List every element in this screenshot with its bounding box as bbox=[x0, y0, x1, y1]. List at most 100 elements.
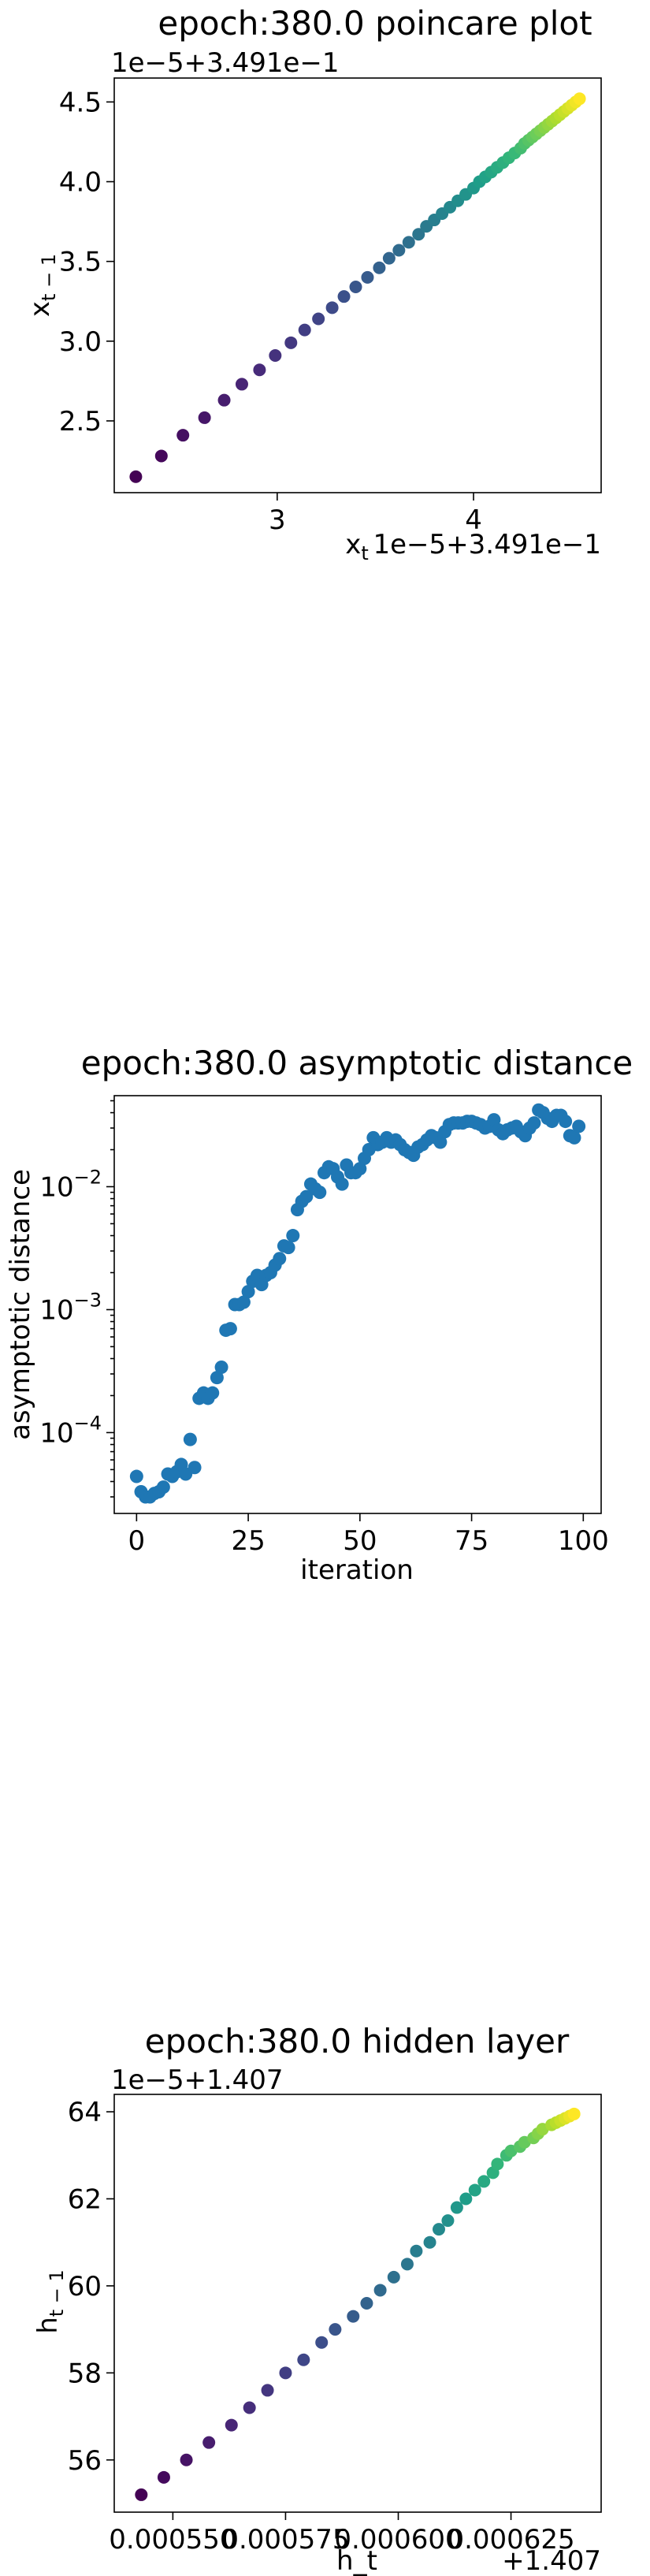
hidden-layer-panel: epoch:380.0 hidden layer 1e−5+1.407 0.00… bbox=[32, 2022, 602, 2576]
data-point bbox=[279, 2366, 292, 2380]
y-tick-label: 56 bbox=[68, 2445, 102, 2477]
data-point bbox=[329, 2323, 342, 2336]
x-tick-label: 0.000600 bbox=[334, 2524, 462, 2556]
data-point bbox=[572, 1119, 586, 1134]
x-offset-text: +1.407 bbox=[502, 2545, 601, 2576]
data-point bbox=[433, 1135, 448, 1149]
data-point bbox=[360, 2297, 373, 2310]
data-point bbox=[180, 2453, 193, 2466]
x-tick-label: 3 bbox=[269, 504, 286, 536]
data-point bbox=[217, 393, 231, 407]
y-tick-label: 2.5 bbox=[59, 406, 102, 437]
y-tick-label: 10−2 bbox=[39, 1166, 102, 1203]
data-point bbox=[129, 1469, 143, 1483]
data-point bbox=[450, 2201, 463, 2214]
y-axis-label: asymptotic distance bbox=[5, 1169, 36, 1440]
data-point bbox=[176, 429, 190, 442]
data-point bbox=[129, 470, 143, 483]
data-point bbox=[400, 2258, 414, 2271]
data-point bbox=[299, 1189, 314, 1204]
data-point bbox=[269, 349, 282, 363]
data-point bbox=[335, 1177, 349, 1191]
data-point bbox=[477, 2175, 491, 2188]
y-tick-label: 64 bbox=[68, 2097, 102, 2128]
data-point bbox=[281, 1241, 295, 1255]
y-tick-label: 3.5 bbox=[59, 247, 102, 278]
data-point bbox=[214, 1361, 228, 1375]
x-axis-label: iteration bbox=[300, 1554, 414, 1586]
data-point bbox=[202, 2436, 216, 2449]
data-point bbox=[402, 236, 415, 249]
data-point bbox=[135, 2488, 148, 2501]
data-point bbox=[313, 1186, 327, 1200]
x-axis-label: xt bbox=[345, 529, 369, 564]
data-points bbox=[129, 1103, 586, 1504]
y-tick-label: 58 bbox=[68, 2358, 102, 2389]
data-point bbox=[156, 1480, 170, 1495]
x-tick-label: 75 bbox=[455, 1525, 488, 1557]
data-point bbox=[382, 251, 396, 265]
x-axis-label: h_t bbox=[336, 2545, 377, 2576]
data-point bbox=[337, 290, 351, 303]
y-tick-label: 4.0 bbox=[59, 167, 102, 199]
x-tick-label: 50 bbox=[343, 1525, 377, 1557]
data-point bbox=[225, 2418, 238, 2432]
data-point bbox=[241, 1285, 255, 1299]
data-point bbox=[286, 1229, 300, 1243]
data-point bbox=[459, 2192, 473, 2206]
data-point bbox=[392, 244, 406, 257]
data-point bbox=[298, 323, 311, 337]
y-axis-label: ht − 1 bbox=[32, 2269, 68, 2334]
data-point bbox=[567, 1130, 581, 1145]
data-point bbox=[468, 2183, 481, 2197]
y-tick-label: 10−4 bbox=[39, 1412, 102, 1449]
data-point bbox=[273, 1252, 287, 1266]
data-point bbox=[235, 378, 248, 391]
y-offset-text: 1e−5+3.491e−1 bbox=[111, 47, 340, 79]
data-point bbox=[361, 270, 374, 284]
data-point bbox=[347, 2310, 360, 2323]
axis-ticks: 0 25 50 75 100 10−4 10−3 10−2 bbox=[39, 1100, 609, 1557]
data-point bbox=[491, 2157, 504, 2171]
x-offset-text: 1e−5+3.491e−1 bbox=[373, 529, 601, 560]
plot-frame bbox=[113, 2094, 602, 2513]
data-point bbox=[410, 2244, 423, 2258]
data-point bbox=[349, 281, 362, 294]
data-points bbox=[135, 2107, 581, 2501]
data-point bbox=[567, 2107, 581, 2120]
x-tick-label: 0.000625 bbox=[447, 2524, 574, 2556]
data-point bbox=[412, 228, 425, 241]
data-point bbox=[284, 336, 298, 349]
y-axis-label: xt − 1 bbox=[24, 254, 60, 317]
data-point bbox=[312, 312, 325, 326]
data-point bbox=[353, 1162, 367, 1176]
data-point bbox=[157, 2470, 170, 2484]
axis-ticks: 3 4 2.5 3.0 3.5 4.0 4.5 bbox=[59, 87, 482, 536]
x-tick-label: 100 bbox=[558, 1525, 609, 1557]
data-point bbox=[373, 2284, 387, 2297]
data-point bbox=[487, 1113, 501, 1127]
plot-frame bbox=[113, 1095, 602, 1514]
data-point bbox=[325, 301, 339, 315]
y-tick-label: 4.5 bbox=[59, 87, 102, 118]
data-point bbox=[198, 411, 211, 424]
data-point bbox=[297, 2353, 310, 2366]
data-point bbox=[373, 261, 386, 274]
data-point bbox=[559, 1115, 573, 1129]
data-point bbox=[154, 449, 168, 463]
x-tick-label: 25 bbox=[231, 1525, 265, 1557]
poincare-plot-panel: epoch:380.0 poincare plot 1e−5+3.491e−1 … bbox=[24, 4, 602, 564]
x-tick-label: 0.000550 bbox=[109, 2524, 236, 2556]
chart-title: epoch:380.0 asymptotic distance bbox=[81, 1044, 633, 1082]
data-point bbox=[253, 363, 266, 377]
data-point bbox=[261, 2384, 274, 2397]
y-tick-label: 60 bbox=[68, 2271, 102, 2302]
data-point bbox=[315, 2336, 329, 2349]
data-point bbox=[243, 2401, 256, 2414]
data-point bbox=[387, 2270, 400, 2284]
data-point bbox=[441, 2214, 455, 2228]
data-point bbox=[423, 2235, 436, 2249]
chart-title: epoch:380.0 hidden layer bbox=[145, 2022, 570, 2060]
